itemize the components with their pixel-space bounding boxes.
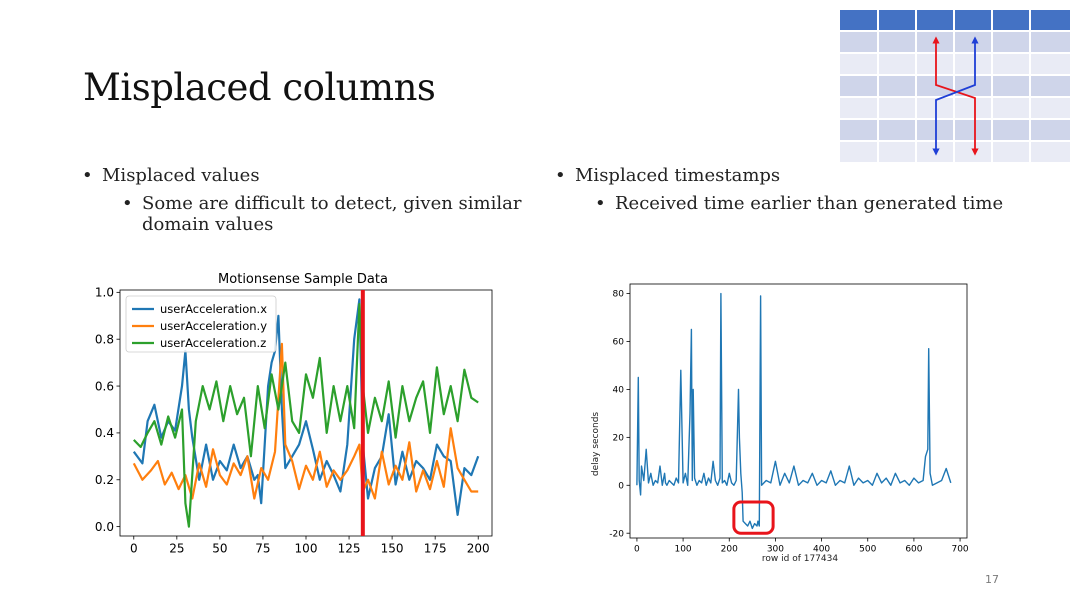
y-tick-label: 80 [613,290,625,300]
legend-entry: userAcceleration.z [160,336,266,350]
plot-frame [629,283,968,539]
legend-box [125,295,277,353]
y-tick-label: 0.0 [95,520,114,534]
x-tick-label: 150 [381,542,404,556]
bullet-misplaced-timestamps: Misplaced timestamps [555,165,1015,187]
chart-legend: userAcceleration.x userAcceleration.y user… [125,295,277,353]
x-tick-label: 125 [338,542,361,556]
right-bullet-list: Misplaced timestamps Received time earli… [555,165,1015,214]
series-line-1 [636,292,952,530]
x-tick-label: 50 [212,542,227,556]
y-tick-label: 0.4 [95,426,114,440]
x-axis-label: row id of 177434 [762,554,838,564]
y-tick-label: 0.2 [95,473,114,487]
x-tick-label: 700 [951,545,968,555]
series-line-2 [132,342,479,500]
chart-title: Motionsense Sample Data [218,272,388,287]
plot-area: 0 100 200 300 400 500 600 700 -20 0 20 40 60 80 [609,283,969,555]
delay-seconds-line-chart: 0 100 200 300 400 500 600 700 -20 0 20 40 60 80 row i… [591,283,969,564]
y-tick-label: -20 [609,529,624,539]
motionsense-line-chart: Motionsense Sample Data 0 25 50 75 100 125 150… [95,272,493,556]
x-tick-label: 75 [255,542,270,556]
x-tick-label: 0 [634,545,640,555]
table-column-dividers [877,10,1031,162]
y-tick-label: 60 [613,338,625,348]
series-line-3 [133,302,479,528]
y-tick-label: 1.0 [95,286,114,300]
x-tick-label: 300 [767,545,784,555]
y-tick-label: 40 [613,386,625,396]
left-bullet-list: Misplaced values Some are difficult to d… [82,165,522,235]
y-tick-label: 0.6 [95,379,114,393]
blue-swap-arrow-right [932,36,979,156]
y-tick-label: 20 [613,434,625,444]
y-tick-label: 0.8 [95,332,114,346]
legend-entry: userAcceleration.y [160,319,267,333]
x-tick-label: 100 [674,545,691,555]
y-tick-label: 0 [618,481,624,491]
bullet-similar-domain-values: Some are difficult to detect, given simi… [82,193,522,235]
x-tick-label: 25 [169,542,184,556]
x-tick-label: 200 [721,545,738,555]
x-tick-label: 100 [295,542,318,556]
x-tick-label: 600 [905,545,922,555]
bullet-misplaced-values: Misplaced values [82,165,522,187]
page-number: 17 [985,573,999,586]
x-tick-label: 0 [130,542,138,556]
y-axis-label: delay seconds [591,412,601,477]
misplaced-columns-table-icon [840,10,1070,162]
bullet-received-earlier: Received time earlier than generated tim… [555,193,1015,214]
slide-title: Misplaced columns [83,66,436,109]
x-tick-label: 175 [424,542,447,556]
anomaly-highlight-box [732,500,775,535]
swap-arrows [932,36,979,156]
legend-entry: userAcceleration.x [160,302,267,316]
x-tick-label: 500 [859,545,876,555]
x-tick-label: 200 [467,542,490,556]
x-tick-label: 400 [813,545,830,555]
plot-area: 0 25 50 75 100 125 150 175 200 0.0 0.2 0.4 0.6 0.8 1.0… [95,286,493,556]
